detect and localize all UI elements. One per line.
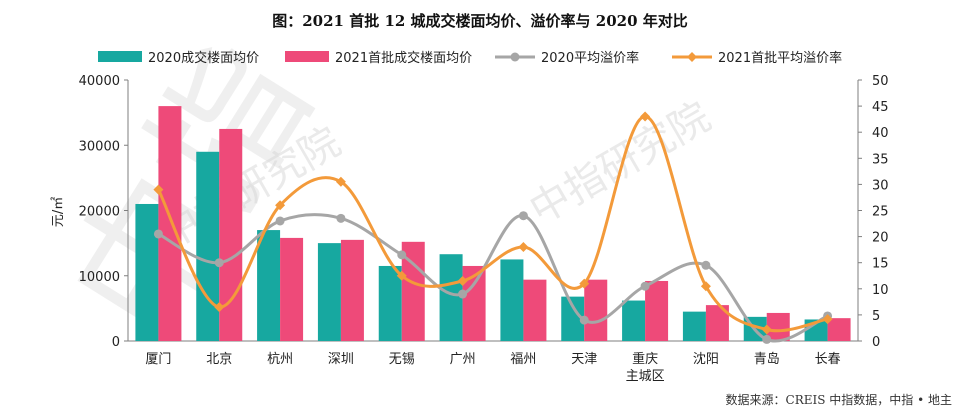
bar-2020: [561, 296, 585, 341]
watermark-text: 中指研究院: [522, 94, 718, 234]
point-2020-premium: [579, 315, 589, 325]
point-2020-premium: [336, 213, 346, 223]
source-note: 数据来源：CREIS 中指数据，中指 • 地主: [726, 392, 952, 407]
x-tick-label: 广州: [450, 352, 476, 367]
point-2020-premium: [701, 260, 711, 270]
bar-2021: [584, 279, 608, 341]
point-2021-premium: [214, 302, 225, 313]
y2-tick-label: 30: [872, 178, 889, 193]
point-2020-premium: [762, 334, 772, 344]
bar-2021: [645, 280, 669, 341]
point-2021-premium: [700, 281, 711, 292]
y2-tick-label: 20: [872, 231, 889, 246]
bar-2021: [827, 318, 851, 341]
x-tick-label: 福州: [510, 352, 536, 367]
legend-label: 2020平均溢价率: [541, 50, 639, 66]
y2-tick-label: 45: [872, 100, 889, 115]
y-tick-label: 40000: [79, 74, 120, 89]
point-2021-premium: [396, 270, 407, 281]
x-tick-label: 沈阳: [693, 352, 719, 367]
y-tick-label: 0: [112, 335, 120, 350]
point-2021-premium: [518, 242, 529, 253]
x-tick-label: 深圳: [328, 352, 354, 367]
x-tick-label: 杭州: [267, 352, 293, 367]
bar-2021: [523, 279, 547, 341]
point-2021-premium: [579, 278, 590, 289]
y-tick-label: 10000: [79, 270, 120, 285]
bar-2020: [135, 203, 159, 341]
y2-tick-label: 50: [872, 74, 889, 89]
bar-2021: [219, 128, 243, 341]
bar-2020: [500, 259, 524, 341]
point-2021-premium: [761, 324, 772, 335]
bar-2020: [196, 151, 220, 341]
bar-2020: [378, 265, 402, 341]
bar-2020: [317, 243, 341, 341]
x-tick-label: 重庆: [632, 351, 658, 367]
y2-tick-label: 40: [872, 126, 889, 141]
x-tick-label: 天津: [571, 352, 597, 367]
legend-swatch: [285, 51, 329, 62]
y2-tick-label: 10: [872, 283, 889, 298]
bar-2021: [705, 305, 729, 341]
legend-label: 2021首批平均溢价率: [718, 50, 842, 66]
y2-tick-label: 5: [872, 309, 880, 324]
x-tick-label: 青岛: [754, 351, 780, 367]
x-tick-label: 北京: [206, 352, 232, 367]
point-2021-premium: [153, 184, 164, 195]
bar-2020: [622, 300, 646, 341]
y-tick-label: 30000: [79, 139, 120, 154]
x-tick-label: 主城区: [626, 369, 665, 384]
y2-tick-label: 35: [872, 152, 889, 167]
bar-2021: [340, 239, 364, 341]
legend-marker: [687, 52, 697, 62]
bar-2020: [682, 311, 706, 341]
point-2021-premium: [822, 314, 833, 325]
bar-2021: [462, 265, 486, 341]
point-2021-premium: [275, 200, 286, 211]
bar-2021: [401, 241, 425, 341]
legend-label: 2021首批成交楼面均价: [335, 50, 472, 66]
bar-2020: [439, 254, 463, 341]
x-tick-label: 厦门: [145, 352, 171, 367]
bar-2021: [158, 106, 182, 341]
point-2020-premium: [458, 289, 468, 299]
point-2020-premium: [397, 250, 407, 260]
legend: 2020成交楼面均价 2021首批成交楼面均价 2020平均溢价率 2021首批平均溢…: [98, 50, 842, 66]
point-2020-premium: [518, 211, 528, 221]
y2-tick-label: 15: [872, 257, 889, 272]
point-2021-premium: [640, 111, 651, 122]
point-2020-premium: [275, 216, 285, 226]
bar-2020: [257, 230, 281, 341]
chart-title: 图：2021 首批 12 城成交楼面均价、溢价率与 2020 年对比: [272, 12, 687, 30]
y-tick-label: 20000: [79, 205, 120, 220]
y2-tick-label: 0: [872, 335, 880, 350]
x-tick-label: 无锡: [389, 352, 415, 367]
point-2020-premium: [153, 229, 163, 239]
legend-label: 2020成交楼面均价: [148, 50, 259, 66]
x-tick-label: 长春: [815, 352, 841, 367]
point-2020-premium: [640, 281, 650, 291]
bar-2021: [766, 312, 790, 341]
point-2021-premium: [335, 176, 346, 187]
y-axis-label: 元/㎡: [51, 197, 66, 227]
legend-marker: [510, 52, 520, 62]
legend-swatch: [98, 51, 142, 62]
y2-tick-label: 25: [872, 205, 889, 220]
point-2020-premium: [214, 258, 224, 268]
plot-area: 0 10000 20000 30000 40000 0 5 10 15 20 25 30 35 40 45 5…: [79, 74, 889, 384]
bar-2021: [280, 237, 304, 341]
point-2021-premium: [457, 275, 468, 286]
